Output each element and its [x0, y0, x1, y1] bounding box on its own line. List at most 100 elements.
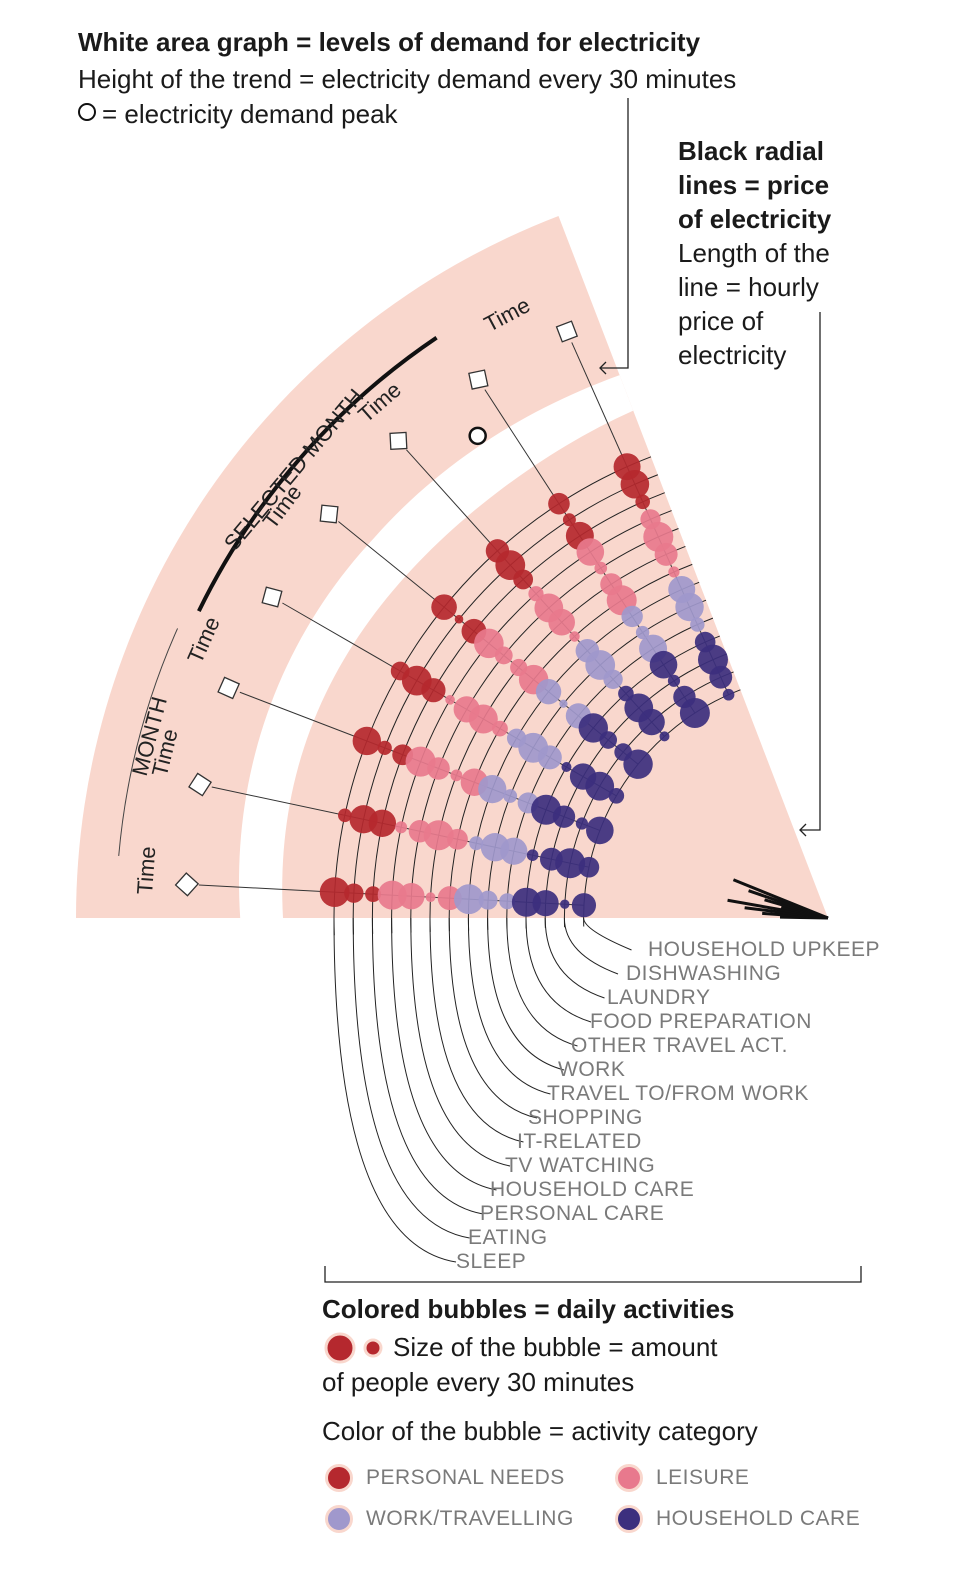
price-arrow-head-icon — [799, 823, 807, 837]
activity-bubble — [578, 713, 609, 743]
price-lines — [727, 878, 829, 920]
activity-label-food-preparation: FOOD PREPARATION — [590, 1010, 812, 1033]
header-peak-line: O = electricity demand peak — [78, 96, 398, 132]
activity-bubble — [585, 771, 615, 801]
activity-bubble — [649, 650, 678, 679]
activity-bubble — [500, 837, 528, 865]
activity-bubble — [423, 820, 454, 851]
activity-bubble — [571, 893, 597, 918]
time-marker-diamond — [217, 676, 241, 700]
activity-bubble — [478, 890, 498, 910]
activity-label-sleep: SLEEP — [456, 1250, 527, 1273]
activity-bubble — [526, 849, 539, 862]
activity-bubble — [450, 769, 463, 782]
activity-bubble — [431, 594, 457, 620]
price-desc-line: electricity — [678, 340, 787, 370]
activity-leader-line — [448, 917, 538, 1119]
activity-label-shopping: SHOPPING — [528, 1106, 643, 1129]
activity-bubble — [395, 821, 408, 834]
activity-bubble — [594, 561, 608, 575]
activity-bubble — [560, 899, 570, 909]
activity-bubble — [377, 880, 407, 910]
activity-bubble — [454, 614, 464, 624]
month-arc — [118, 628, 179, 856]
activity-bubble — [344, 883, 364, 903]
activity-leader-line — [467, 917, 551, 1095]
activity-bubble — [690, 617, 705, 632]
activity-leader-line — [391, 917, 497, 1191]
header-title: White area graph = levels of demand for … — [78, 27, 701, 57]
activity-bubble — [453, 884, 484, 915]
time-marker-diamond — [319, 504, 339, 524]
activity-bubble — [352, 726, 382, 756]
time-marker-diamond — [468, 369, 489, 390]
activity-bubble — [578, 856, 600, 878]
activities-bracket — [324, 1266, 862, 1283]
category-household-care: HOUSEHOLD CARE — [656, 1507, 861, 1530]
activity-bubble — [365, 886, 381, 903]
activity-bubble — [548, 492, 570, 515]
demand-arrow-line — [600, 98, 629, 369]
activity-bubble — [537, 745, 562, 770]
activity-bubble — [709, 665, 733, 689]
price-arrow-line — [800, 312, 821, 831]
peak-text: = electricity demand peak — [102, 99, 398, 129]
activity-bubble — [447, 828, 468, 850]
activity-bubble — [559, 699, 568, 708]
activity-bubbles — [319, 453, 735, 918]
activity-bubble — [377, 740, 392, 755]
activity-leader-line — [487, 917, 565, 1071]
activity-bubble — [494, 646, 513, 665]
activity-bubble — [469, 836, 484, 851]
activity-bubble — [621, 605, 643, 628]
activity-arc — [410, 528, 679, 933]
activity-label-household-upkeep: HOUSEHOLD UPKEEP — [648, 938, 881, 961]
activity-bubble — [468, 704, 498, 734]
price-title-line: of electricity — [678, 204, 832, 234]
activity-bubble — [623, 749, 653, 779]
activity-arc — [429, 545, 686, 932]
time-marker-diamond — [389, 431, 408, 450]
activity-bubble — [503, 789, 518, 803]
activity-label-other-travel: OTHER TRAVEL ACT. — [571, 1034, 788, 1057]
activity-bubble — [421, 678, 446, 703]
activity-leader-line — [583, 917, 632, 951]
household-care-dot-icon — [615, 1505, 643, 1533]
size-small-bubble-icon — [363, 1338, 383, 1358]
time-marker-diamond — [188, 772, 212, 797]
time-label: Time — [132, 845, 160, 895]
activity-bubble — [675, 592, 704, 622]
bubble-size-line2: of people every 30 minutes — [322, 1367, 635, 1397]
demand-arrow-head-icon — [599, 361, 607, 375]
activity-leader-line — [352, 917, 470, 1239]
activity-bubble — [635, 625, 650, 640]
activity-bubble — [575, 817, 589, 830]
activity-bubble — [562, 513, 576, 527]
activity-bubble — [654, 542, 678, 566]
price-title-line: lines = price — [678, 170, 830, 200]
price-desc-line: line = hourly — [678, 272, 819, 302]
activity-bubble — [603, 669, 623, 690]
leisure-dot-icon — [615, 1464, 643, 1492]
activity-bubble — [319, 877, 350, 908]
personal-needs-dot-icon — [325, 1464, 353, 1492]
activity-label-it-related: IT-RELATED — [517, 1130, 642, 1153]
activity-bubble — [638, 708, 665, 736]
activity-leader-line — [544, 917, 605, 999]
activity-label-dishwashing: DISHWASHING — [626, 962, 782, 985]
activity-bubble — [668, 566, 680, 578]
time-marker-diamond — [174, 872, 200, 897]
activity-leader-line — [525, 917, 592, 1023]
activity-label-eating: EATING — [468, 1226, 548, 1249]
activity-leader-line — [333, 917, 457, 1263]
white-demand-area — [239, 375, 634, 919]
activity-bubble — [535, 678, 562, 705]
activity-bubble — [427, 757, 450, 780]
time-marker-diamond — [555, 320, 579, 343]
activity-bubble — [635, 494, 650, 510]
activity-arcs — [333, 456, 741, 1263]
demand-peak-marker — [468, 426, 487, 446]
price-desc-line: price of — [678, 306, 764, 336]
activity-bubble — [532, 890, 559, 917]
bubble-color-line: Color of the bubble = activity category — [322, 1416, 758, 1446]
